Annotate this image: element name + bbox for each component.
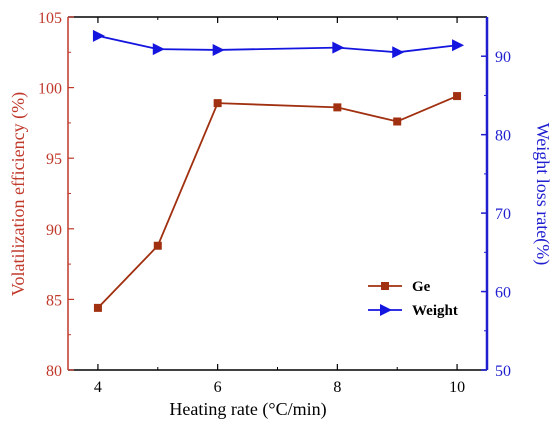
y-left-tick-label: 105 (38, 10, 62, 27)
y-left-tick-label: 90 (46, 222, 62, 239)
y-right-tick-label: 80 (495, 128, 511, 145)
legend: Ge Weight (368, 279, 458, 319)
y-left-tick-label: 80 (46, 363, 62, 380)
x-axis-label: Heating rate (°C/min) (169, 399, 326, 420)
y-right-tick-label: 50 (495, 363, 511, 380)
series-line-weight (97, 34, 458, 54)
y-right-tick-label: 90 (495, 49, 511, 66)
legend-marker-ge (381, 282, 389, 290)
y-axis-right-label: Weight loss rate(%) (532, 123, 550, 266)
legend-label-ge: Ge (412, 279, 431, 295)
y-left-tick-label: 85 (46, 292, 62, 309)
data-point-ge (453, 92, 462, 101)
data-point-ge (393, 117, 402, 126)
y-left-tick-label: 95 (46, 151, 62, 168)
x-tick-label: 10 (449, 379, 465, 396)
data-point-weight (332, 41, 345, 54)
y-right-tick-label: 60 (495, 285, 511, 302)
y-left-tick-label: 100 (38, 81, 62, 98)
data-point-weight (152, 43, 165, 56)
data-point-weight (212, 43, 225, 56)
data-point-weight (92, 29, 105, 42)
x-tick-label: 4 (94, 379, 102, 396)
x-tick-label: 8 (333, 379, 341, 396)
legend-marker-weight (380, 304, 392, 316)
x-tick-label: 6 (214, 379, 222, 396)
data-point-weight (392, 46, 405, 59)
axes-layer: 4 6 8 10 80 85 90 95 100 105 50 60 70 80 90 (38, 10, 511, 396)
data-point-ge (153, 241, 162, 250)
data-point-ge (93, 303, 102, 312)
data-point-weight (452, 39, 465, 52)
y-axis-left-label: Volatilization efficiency (%) (8, 92, 29, 296)
data-point-ge (213, 99, 222, 108)
series-line-ge (97, 95, 458, 309)
legend-label-weight: Weight (412, 303, 458, 319)
y-right-tick-label: 70 (495, 206, 511, 223)
series-layer (92, 29, 465, 312)
data-point-ge (333, 103, 342, 112)
